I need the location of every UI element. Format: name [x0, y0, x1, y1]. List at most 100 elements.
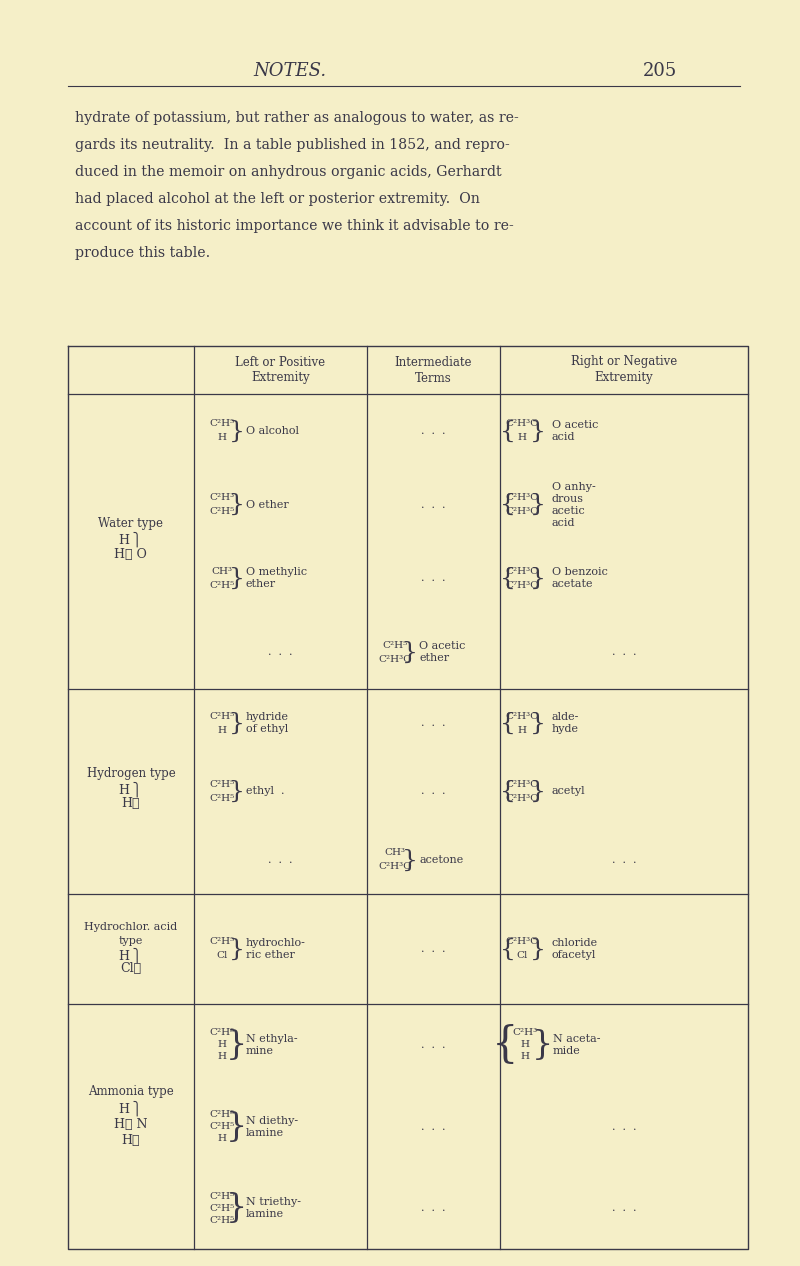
- Text: C²H⁵: C²H⁵: [209, 1215, 234, 1224]
- Text: N diethy-: N diethy-: [246, 1115, 298, 1125]
- Text: }: }: [530, 567, 546, 590]
- Text: Right or Negative: Right or Negative: [570, 356, 677, 368]
- Text: }: }: [226, 1110, 247, 1142]
- Text: O ether: O ether: [246, 500, 289, 510]
- Text: }: }: [530, 419, 546, 442]
- Text: Extremity: Extremity: [251, 371, 310, 385]
- Text: C²H⁵: C²H⁵: [209, 581, 234, 590]
- Text: .  .  .: . . .: [422, 1203, 446, 1213]
- Text: }: }: [532, 1029, 554, 1061]
- Text: }: }: [229, 567, 245, 590]
- Text: ric ether: ric ether: [246, 950, 294, 960]
- Text: N triethy-: N triethy-: [246, 1198, 301, 1208]
- Text: alde-: alde-: [552, 713, 579, 722]
- Text: O alcohol: O alcohol: [246, 425, 299, 436]
- Text: H: H: [218, 1041, 226, 1050]
- Text: .  .  .: . . .: [422, 573, 446, 584]
- Text: C²H³: C²H³: [210, 494, 234, 503]
- Text: }: }: [402, 848, 418, 871]
- Text: {: {: [500, 938, 516, 961]
- Text: C²H³O: C²H³O: [505, 794, 538, 803]
- Text: .  .  .: . . .: [422, 786, 446, 796]
- Text: mide: mide: [553, 1046, 581, 1056]
- Text: hydrate of potassium, but rather as analogous to water, as re-: hydrate of potassium, but rather as anal…: [75, 111, 518, 125]
- Text: type: type: [118, 936, 143, 946]
- Text: C²H³O: C²H³O: [505, 938, 538, 947]
- Text: C²H⁵: C²H⁵: [209, 419, 234, 428]
- Text: .  .  .: . . .: [612, 855, 636, 865]
- Text: }: }: [402, 641, 418, 663]
- Text: Extremity: Extremity: [594, 371, 654, 385]
- Text: H ⎫: H ⎫: [119, 947, 142, 962]
- Text: lamine: lamine: [246, 1209, 284, 1219]
- Text: C²H³O: C²H³O: [505, 567, 538, 576]
- Text: Hydrochlor. acid: Hydrochlor. acid: [84, 922, 178, 932]
- Text: C²H⁵: C²H⁵: [209, 711, 234, 720]
- Text: }: }: [229, 780, 245, 803]
- Text: H⎯ O: H⎯ O: [114, 548, 147, 561]
- Text: C⁷H³O: C⁷H³O: [505, 581, 538, 590]
- Text: acetone: acetone: [419, 855, 463, 865]
- Text: acid: acid: [552, 518, 575, 528]
- Text: .  .  .: . . .: [422, 944, 446, 955]
- Text: ether: ether: [419, 653, 450, 663]
- Text: hyde: hyde: [552, 724, 578, 734]
- Text: CH³: CH³: [211, 567, 232, 576]
- Text: }: }: [229, 419, 245, 442]
- Text: Hydrogen type: Hydrogen type: [86, 767, 175, 780]
- Text: acid: acid: [552, 432, 575, 442]
- Text: ethyl  .: ethyl .: [246, 786, 284, 796]
- Text: {: {: [500, 419, 516, 442]
- Text: gards its neutrality.  In a table published in 1852, and repro-: gards its neutrality. In a table publish…: [75, 138, 510, 152]
- Text: Cl: Cl: [216, 952, 227, 961]
- Text: C²H³O: C²H³O: [505, 494, 538, 503]
- Text: C²H⁵: C²H⁵: [209, 794, 234, 803]
- Text: C²H⁵: C²H⁵: [209, 1204, 234, 1213]
- Text: C²H³O: C²H³O: [505, 780, 538, 789]
- Text: Water type: Water type: [98, 517, 163, 530]
- Text: }: }: [229, 938, 245, 961]
- Text: Terms: Terms: [415, 371, 452, 385]
- Text: O methylic: O methylic: [246, 567, 307, 577]
- Text: C²H⁵: C²H⁵: [209, 1110, 234, 1119]
- Text: }: }: [229, 711, 245, 734]
- Text: C²H³O: C²H³O: [505, 419, 538, 428]
- Text: account of its historic importance we think it advisable to re-: account of its historic importance we th…: [75, 219, 514, 233]
- Text: C²H⁵: C²H⁵: [209, 508, 234, 517]
- Text: Cl⎯: Cl⎯: [120, 962, 142, 976]
- Text: H⎯: H⎯: [122, 1134, 140, 1147]
- Text: {: {: [500, 711, 516, 734]
- Text: acetyl: acetyl: [552, 786, 586, 796]
- Text: C²H³: C²H³: [512, 1028, 538, 1037]
- Text: C²H⁵: C²H⁵: [209, 938, 234, 947]
- Text: H: H: [218, 1134, 226, 1143]
- Text: C²H⁵: C²H⁵: [382, 641, 408, 649]
- Text: }: }: [226, 1029, 247, 1061]
- Text: H: H: [520, 1041, 530, 1050]
- Text: H: H: [518, 725, 526, 734]
- Text: O acetic: O acetic: [419, 641, 466, 651]
- Text: {: {: [491, 1024, 518, 1066]
- Text: C²H³O: C²H³O: [378, 862, 412, 871]
- Text: lamine: lamine: [246, 1128, 284, 1137]
- Text: C²H³O: C²H³O: [505, 711, 538, 720]
- Text: hydrochlo-: hydrochlo-: [246, 938, 306, 948]
- Text: NOTES.: NOTES.: [254, 62, 326, 80]
- Text: }: }: [530, 494, 546, 517]
- Text: N aceta-: N aceta-: [553, 1034, 600, 1044]
- Text: .  .  .: . . .: [268, 647, 293, 657]
- Text: .  .  .: . . .: [422, 718, 446, 728]
- Text: ofacetyl: ofacetyl: [552, 950, 596, 960]
- Text: ether: ether: [246, 580, 276, 590]
- Text: acetic: acetic: [552, 505, 586, 515]
- Text: .  .  .: . . .: [422, 1039, 446, 1050]
- Text: .  .  .: . . .: [268, 855, 293, 865]
- Text: duced in the memoir on anhydrous organic acids, Gerhardt: duced in the memoir on anhydrous organic…: [75, 165, 502, 179]
- Text: C²H⁵: C²H⁵: [209, 780, 234, 789]
- Text: Ammonia type: Ammonia type: [88, 1085, 174, 1098]
- Text: .  .  .: . . .: [422, 1122, 446, 1132]
- Text: O benzoic: O benzoic: [552, 567, 608, 577]
- Text: }: }: [530, 780, 546, 803]
- Text: Left or Positive: Left or Positive: [235, 356, 326, 368]
- Text: }: }: [229, 494, 245, 517]
